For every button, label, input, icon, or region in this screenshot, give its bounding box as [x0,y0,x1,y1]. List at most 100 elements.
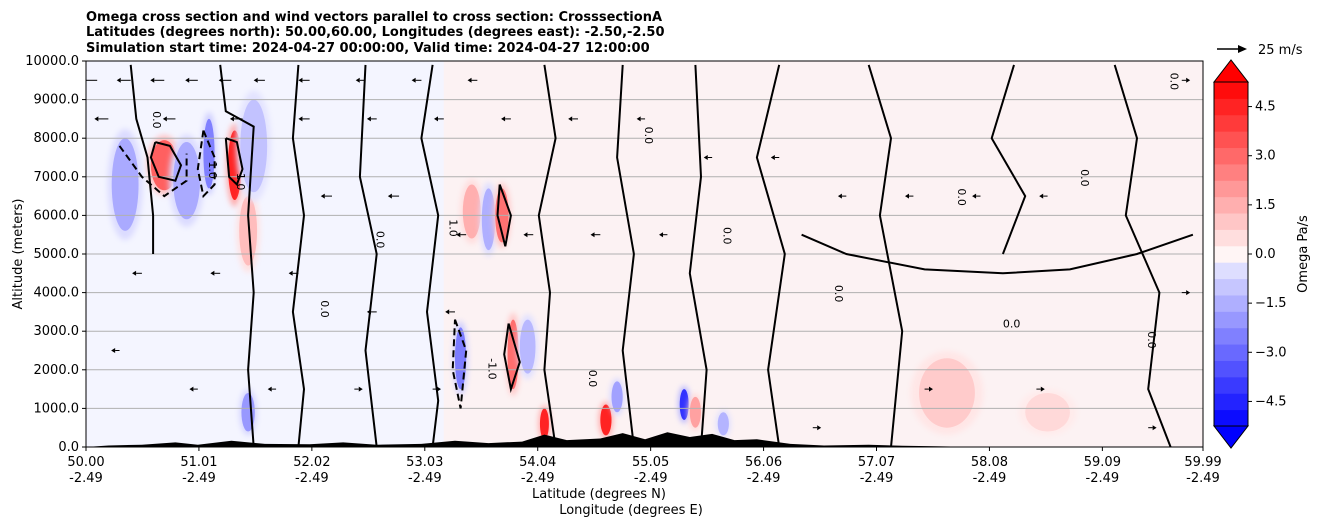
y-tick-label: 3000.0 [34,324,80,339]
y-tick-label: 1000.0 [34,401,80,416]
colorbar-tick-label: −1.5 [1255,296,1287,311]
title-line-3: Simulation start time: 2024-04-27 00:00:… [86,41,650,56]
colorbar-tick-label: 0.0 [1255,247,1276,262]
wind-vector-head [523,232,528,238]
wind-vector-head [1186,290,1191,296]
contour-line [688,64,708,447]
contour-label: 0.0 [374,231,387,249]
wind-vector-head [636,116,641,122]
contour-label: 0.0 [1145,331,1158,349]
contour-label: 0.0 [150,111,163,128]
colorbar-segment [1214,229,1248,247]
wind-vector-head [1040,386,1045,392]
colorbar-segment [1214,196,1248,214]
terrain-silhouette [86,432,1203,447]
colorbar-segment [1214,262,1248,280]
x-tick-label-lat: 57.07 [858,455,895,470]
omega-cell [519,319,536,374]
colorbar-segment [1214,393,1248,411]
quiver-key-label: 25 m/s [1258,43,1303,58]
omega-cell [611,381,623,413]
colorbar-segment [1214,163,1248,181]
gridlines [86,99,1203,409]
contour-line [867,64,904,447]
x-tick-label-lat: 54.04 [519,455,556,470]
wind-vector-head [467,77,472,83]
title-line-2: Latitudes (degrees north): 50.00,60.00, … [86,25,665,40]
colorbar-segment [1214,245,1248,263]
contour-line [118,145,188,198]
colorbar-extend-min [1212,425,1250,449]
wind-vector-head [501,116,506,122]
colorbar-segment [1214,294,1248,312]
colorbar-extend-max [1212,59,1250,83]
y-tick-label: 9000.0 [34,93,80,108]
wind-vector-head [433,116,438,122]
x-tick-label-lon: -2.49 [69,471,103,486]
wind-vector-head [111,348,116,353]
wind-vector-head [189,386,194,392]
x-tick-label-lon: -2.49 [634,471,668,486]
contour-label: 0.0 [955,188,968,206]
contour-line [801,233,1194,275]
y-axis-label: Altitude (meters) [11,199,26,310]
y-tick-label: 0.0 [58,440,79,455]
contour-label: -1.0 [486,358,499,379]
colorbar-segment [1214,409,1248,427]
x-tick-label-lon: -2.49 [1186,471,1220,486]
contour-label: 1.0 [446,219,459,237]
omega-cell [111,138,139,231]
x-tick-label-lat: 59.99 [1184,455,1221,470]
colorbar-segment [1214,180,1248,198]
contour-label: 0.0 [720,227,733,245]
wind-vector-head [387,193,392,199]
x-tick-label-lat: 59.09 [1084,455,1121,470]
x-axis-label-latitude: Latitude (degrees N) [532,487,666,502]
wind-vector-head [298,77,303,83]
contour-label: 0.0 [832,285,845,303]
wind-vector-head [267,386,272,392]
x-axis: 50.00-2.4951.01-2.4952.02-2.4953.03-2.49… [67,447,1222,486]
colorbar-segment [1214,278,1248,296]
colorbar-segment [1214,82,1248,99]
wind-vector-head [837,193,842,199]
wind-vector-head [218,77,223,83]
contour-line [990,64,1027,255]
title-line-1: Omega cross section and wind vectors par… [86,10,662,25]
y-tick-label: 5000.0 [34,247,80,262]
colorbar-segment [1214,114,1248,132]
wind-vector-head [298,116,303,122]
wind-vector-head [437,386,442,392]
x-tick-label-lon: -2.49 [295,471,329,486]
wind-vector-head [817,425,822,431]
wind-vector-head [456,232,461,238]
colorbar-segment [1214,213,1248,230]
wind-vector-head [358,386,363,392]
wind-vector-head [229,116,234,122]
contour-line [291,64,306,447]
x-tick-label-lon: -2.49 [521,471,555,486]
wind-vectors [82,77,1191,431]
omega-cell [539,408,549,440]
colorbar-segment [1214,147,1248,165]
omega-cell [239,196,258,266]
annotation-label: 0.0 [1003,317,1021,330]
x-tick-label-lat: 52.02 [293,455,330,470]
omega-cell [462,184,481,239]
colorbar-label: Omega Pa/s [1296,215,1311,293]
contour-labels: 0.0 1.0 1.0 0.0 0.0 1.0 -1.0 0.0 0.0 0.0 0.0 0.0 0.0… [150,73,1180,388]
wind-vector-head [150,77,155,83]
wind-vector-head [1039,193,1044,199]
wind-vector-head [185,77,190,83]
omega-cell [1025,392,1070,432]
quiver-key: 25 m/s [1217,43,1303,58]
colorbar-tick-label: 4.5 [1255,100,1276,115]
colorbar: 4.5 3.0 1.5 0.0 −1.5 −3.0 −4.5 [1212,59,1287,449]
contour-label: 0.0 [1168,73,1181,91]
wind-vector-head [82,78,86,83]
wind-vector-head [905,193,910,199]
contour-line [224,137,244,187]
wind-vector-head [568,116,573,122]
wind-vector-head [288,270,293,276]
x-tick-label-lon: -2.49 [973,471,1007,486]
